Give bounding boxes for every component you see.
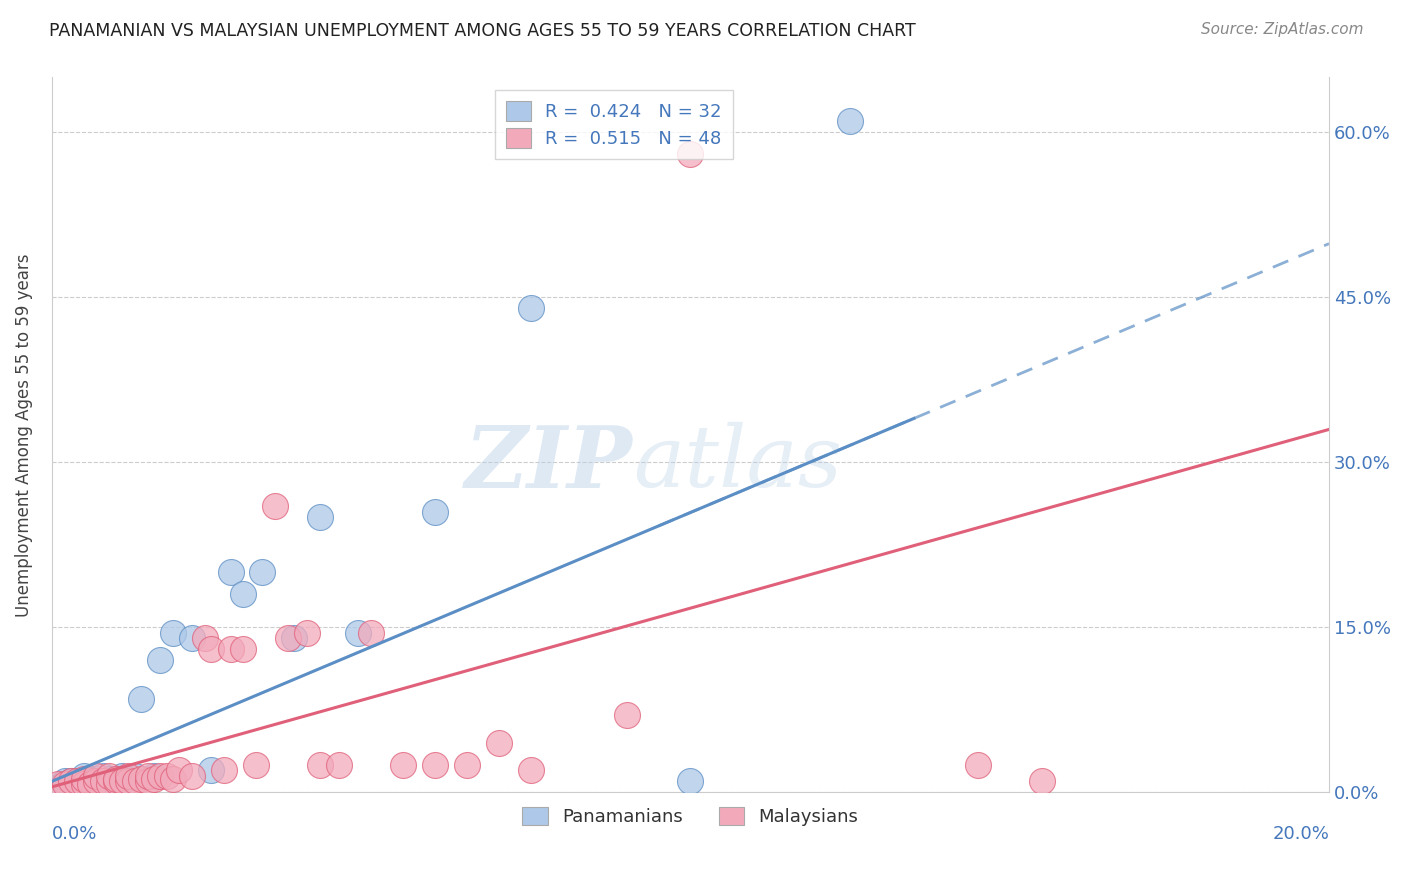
Point: [277, 632, 299, 646]
Point: [104, 774, 127, 789]
Point: [519, 764, 541, 778]
Point: [86, 772, 108, 787]
Point: [194, 632, 217, 646]
Point: [264, 500, 287, 514]
Point: [66, 774, 89, 789]
Text: Source: ZipAtlas.com: Source: ZipAtlas.com: [1201, 22, 1364, 37]
Point: [200, 642, 222, 657]
Point: [53, 774, 76, 789]
Point: [839, 114, 862, 128]
Point: [245, 758, 267, 772]
Point: [232, 642, 254, 657]
Point: [98, 776, 121, 790]
Point: [423, 758, 446, 772]
Point: [1031, 774, 1053, 789]
Point: [104, 772, 127, 787]
Point: [309, 758, 332, 772]
Point: [53, 776, 76, 790]
Point: [86, 774, 108, 789]
Point: [295, 626, 318, 640]
Point: [488, 736, 510, 750]
Point: [142, 772, 165, 787]
Point: [347, 626, 370, 640]
Point: [111, 774, 134, 789]
Point: [86, 774, 108, 789]
Point: [219, 642, 242, 657]
Point: [966, 758, 988, 772]
Point: [136, 769, 159, 783]
Point: [91, 774, 114, 789]
Point: [124, 774, 146, 789]
Point: [616, 708, 638, 723]
Point: [519, 301, 541, 316]
Point: [679, 774, 702, 789]
Point: [124, 769, 146, 783]
Point: [79, 776, 101, 790]
Point: [423, 505, 446, 519]
Point: [117, 772, 139, 787]
Point: [73, 776, 96, 790]
Point: [162, 626, 184, 640]
Point: [59, 774, 82, 789]
Point: [98, 772, 121, 787]
Point: [129, 772, 152, 787]
Point: [129, 692, 152, 706]
Y-axis label: Unemployment Among Ages 55 to 59 years: Unemployment Among Ages 55 to 59 years: [15, 253, 32, 616]
Point: [181, 632, 204, 646]
Text: ZIP: ZIP: [465, 422, 633, 505]
Point: [73, 769, 96, 783]
Text: atlas: atlas: [633, 422, 842, 505]
Point: [66, 774, 89, 789]
Point: [456, 758, 478, 772]
Point: [91, 769, 114, 783]
Point: [219, 566, 242, 580]
Point: [46, 776, 69, 790]
Point: [86, 769, 108, 783]
Point: [46, 780, 69, 794]
Point: [136, 774, 159, 789]
Point: [111, 769, 134, 783]
Point: [59, 774, 82, 789]
Text: 0.0%: 0.0%: [52, 824, 97, 843]
Point: [328, 758, 350, 772]
Point: [156, 769, 179, 783]
Text: 20.0%: 20.0%: [1272, 824, 1329, 843]
Point: [679, 147, 702, 161]
Point: [200, 764, 222, 778]
Point: [73, 772, 96, 787]
Point: [149, 769, 172, 783]
Point: [79, 776, 101, 790]
Point: [142, 769, 165, 783]
Point: [162, 772, 184, 787]
Point: [73, 774, 96, 789]
Point: [117, 774, 139, 789]
Point: [149, 653, 172, 667]
Point: [360, 626, 382, 640]
Text: PANAMANIAN VS MALAYSIAN UNEMPLOYMENT AMONG AGES 55 TO 59 YEARS CORRELATION CHART: PANAMANIAN VS MALAYSIAN UNEMPLOYMENT AMO…: [49, 22, 915, 40]
Point: [212, 764, 235, 778]
Point: [392, 758, 415, 772]
Point: [309, 510, 332, 524]
Point: [283, 632, 305, 646]
Point: [169, 764, 191, 778]
Point: [252, 566, 274, 580]
Point: [117, 769, 139, 783]
Point: [181, 769, 204, 783]
Point: [104, 772, 127, 787]
Point: [104, 774, 127, 789]
Point: [232, 587, 254, 601]
Legend: Panamanians, Malaysians: Panamanians, Malaysians: [515, 800, 866, 833]
Point: [98, 769, 121, 783]
